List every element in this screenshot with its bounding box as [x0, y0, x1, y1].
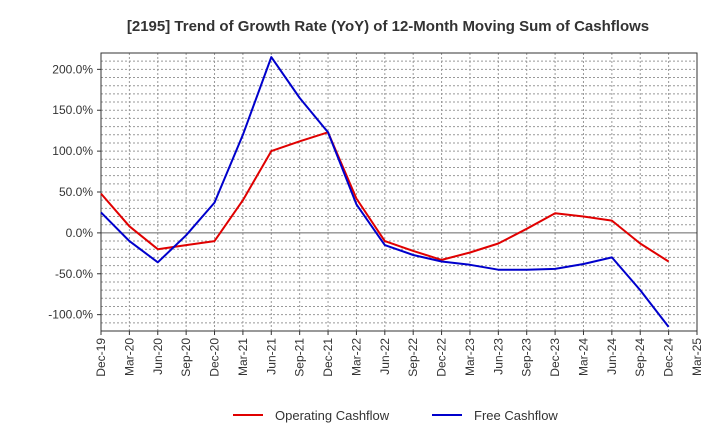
- y-tick-label: -50.0%: [55, 267, 93, 281]
- x-tick-label: Sep-20: [179, 338, 193, 377]
- y-tick-label: -100.0%: [48, 308, 93, 322]
- x-tick-label: Dec-21: [321, 338, 335, 377]
- x-tick-label: Dec-20: [208, 338, 222, 377]
- x-tick-label: Jun-20: [151, 338, 165, 375]
- x-tick-label: Mar-20: [122, 338, 136, 376]
- x-tick-label: Dec-23: [548, 338, 562, 377]
- x-tick-label: Dec-24: [662, 338, 676, 377]
- y-tick-label: 150.0%: [52, 103, 93, 117]
- x-tick-label: Sep-21: [293, 338, 307, 377]
- y-tick-label: 200.0%: [52, 62, 93, 76]
- x-tick-label: Mar-22: [349, 338, 363, 376]
- x-tick-label: Dec-22: [435, 338, 449, 377]
- chart-title: [2195] Trend of Growth Rate (YoY) of 12-…: [127, 18, 649, 35]
- x-tick-label: Dec-19: [94, 338, 108, 377]
- legend-label: Free Cashflow: [474, 408, 558, 423]
- x-tick-label: Mar-25: [690, 338, 704, 376]
- x-tick-label: Sep-24: [633, 338, 647, 377]
- x-tick-label: Mar-23: [463, 338, 477, 376]
- grid: [100, 52, 698, 332]
- x-tick-label: Jun-24: [605, 338, 619, 375]
- x-tick-label: Sep-22: [406, 338, 420, 377]
- series-line-free-cashflow: [100, 56, 670, 328]
- legend: Operating Cashflow Free Cashflow: [233, 408, 558, 423]
- x-tick-label: Jun-23: [491, 338, 505, 375]
- x-tick-label: Mar-24: [576, 338, 590, 376]
- legend-label: Operating Cashflow: [275, 408, 390, 423]
- y-tick-label: 0.0%: [66, 226, 94, 240]
- series-line-operating-cashflow: [100, 131, 670, 263]
- series-lines: [100, 56, 670, 328]
- x-tick-label: Mar-21: [236, 338, 250, 376]
- x-tick-label: Sep-23: [520, 338, 534, 377]
- y-tick-label: 50.0%: [59, 185, 93, 199]
- x-tick-label: Jun-22: [378, 338, 392, 375]
- axes: 200.0% 150.0% 100.0% 50.0% 0.0% -50.0% -100.0%…: [48, 52, 704, 377]
- x-tick-label: Jun-21: [264, 338, 278, 375]
- y-tick-label: 100.0%: [52, 144, 93, 158]
